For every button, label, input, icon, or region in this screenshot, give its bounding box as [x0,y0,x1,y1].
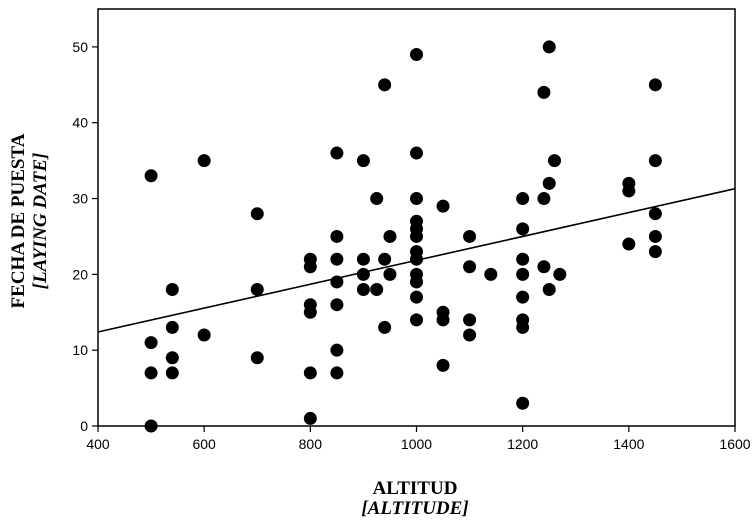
x-axis-title: ALTITUD [373,478,458,499]
data-point [516,253,529,266]
data-point [649,154,662,167]
data-point [251,283,264,296]
y-axis-title: FECHA DE PUESTA [8,133,29,308]
data-point [330,253,343,266]
data-point [166,283,179,296]
data-point [145,169,158,182]
data-point [649,230,662,243]
data-point [484,268,497,281]
data-point [166,321,179,334]
data-point [543,177,556,190]
data-point [543,40,556,53]
data-point [330,147,343,160]
data-point [304,306,317,319]
data-point [357,154,370,167]
data-point [383,268,396,281]
data-point [410,291,423,304]
data-point [649,207,662,220]
data-point [516,268,529,281]
data-point [516,192,529,205]
x-tick-label: 1400 [613,436,644,452]
data-point [145,366,158,379]
data-point [304,366,317,379]
data-point [410,48,423,61]
x-tick-label: 1200 [507,436,538,452]
x-tick-label: 1000 [401,436,432,452]
data-point [649,245,662,258]
trend-line [98,189,735,332]
data-points [145,40,662,432]
data-point [463,329,476,342]
data-point [198,329,211,342]
data-point [357,253,370,266]
data-point [548,154,561,167]
data-point [537,192,550,205]
data-point [410,192,423,205]
y-tick-label: 40 [72,115,88,131]
y-tick-label: 20 [72,266,88,282]
data-point [622,184,635,197]
data-point [543,283,556,296]
data-point [370,283,383,296]
data-point [357,268,370,281]
x-tick-label: 1600 [719,436,750,452]
x-tick-label: 600 [192,436,216,452]
data-point [330,344,343,357]
data-point [516,291,529,304]
data-point [437,200,450,213]
data-point [378,321,391,334]
y-tick-label: 0 [80,418,88,434]
x-tick-label: 400 [86,436,110,452]
data-point [370,192,383,205]
data-point [463,260,476,273]
data-point [304,412,317,425]
y-axis-ticks: 0 10 20 30 40 50 [72,39,98,434]
y-tick-label: 10 [72,342,88,358]
y-axis-title-en: [LAYING DATE] [30,153,51,290]
data-point [166,366,179,379]
data-point [437,359,450,372]
data-point [463,230,476,243]
y-tick-label: 50 [72,39,88,55]
data-point [330,366,343,379]
data-point [330,230,343,243]
data-point [410,275,423,288]
data-point [516,321,529,334]
data-point [410,230,423,243]
data-point [410,313,423,326]
y-tick-label: 30 [72,191,88,207]
data-point [251,207,264,220]
data-point [537,260,550,273]
data-point [378,253,391,266]
data-point [516,397,529,410]
data-point [622,238,635,251]
x-tick-label: 800 [299,436,323,452]
data-point [378,78,391,91]
data-point [357,283,370,296]
data-point [304,260,317,273]
data-point [516,222,529,235]
data-point [330,298,343,311]
data-point [251,351,264,364]
x-axis-title-en: [ALTITUDE] [361,498,468,519]
data-point [383,230,396,243]
data-point [166,351,179,364]
x-axis-ticks: 400 600 800 1000 1200 1400 1600 [86,426,750,452]
data-point [537,86,550,99]
data-point [463,313,476,326]
data-point [145,420,158,433]
data-point [145,336,158,349]
data-point [198,154,211,167]
data-point [437,313,450,326]
data-point [410,147,423,160]
data-point [649,78,662,91]
data-point [553,268,566,281]
